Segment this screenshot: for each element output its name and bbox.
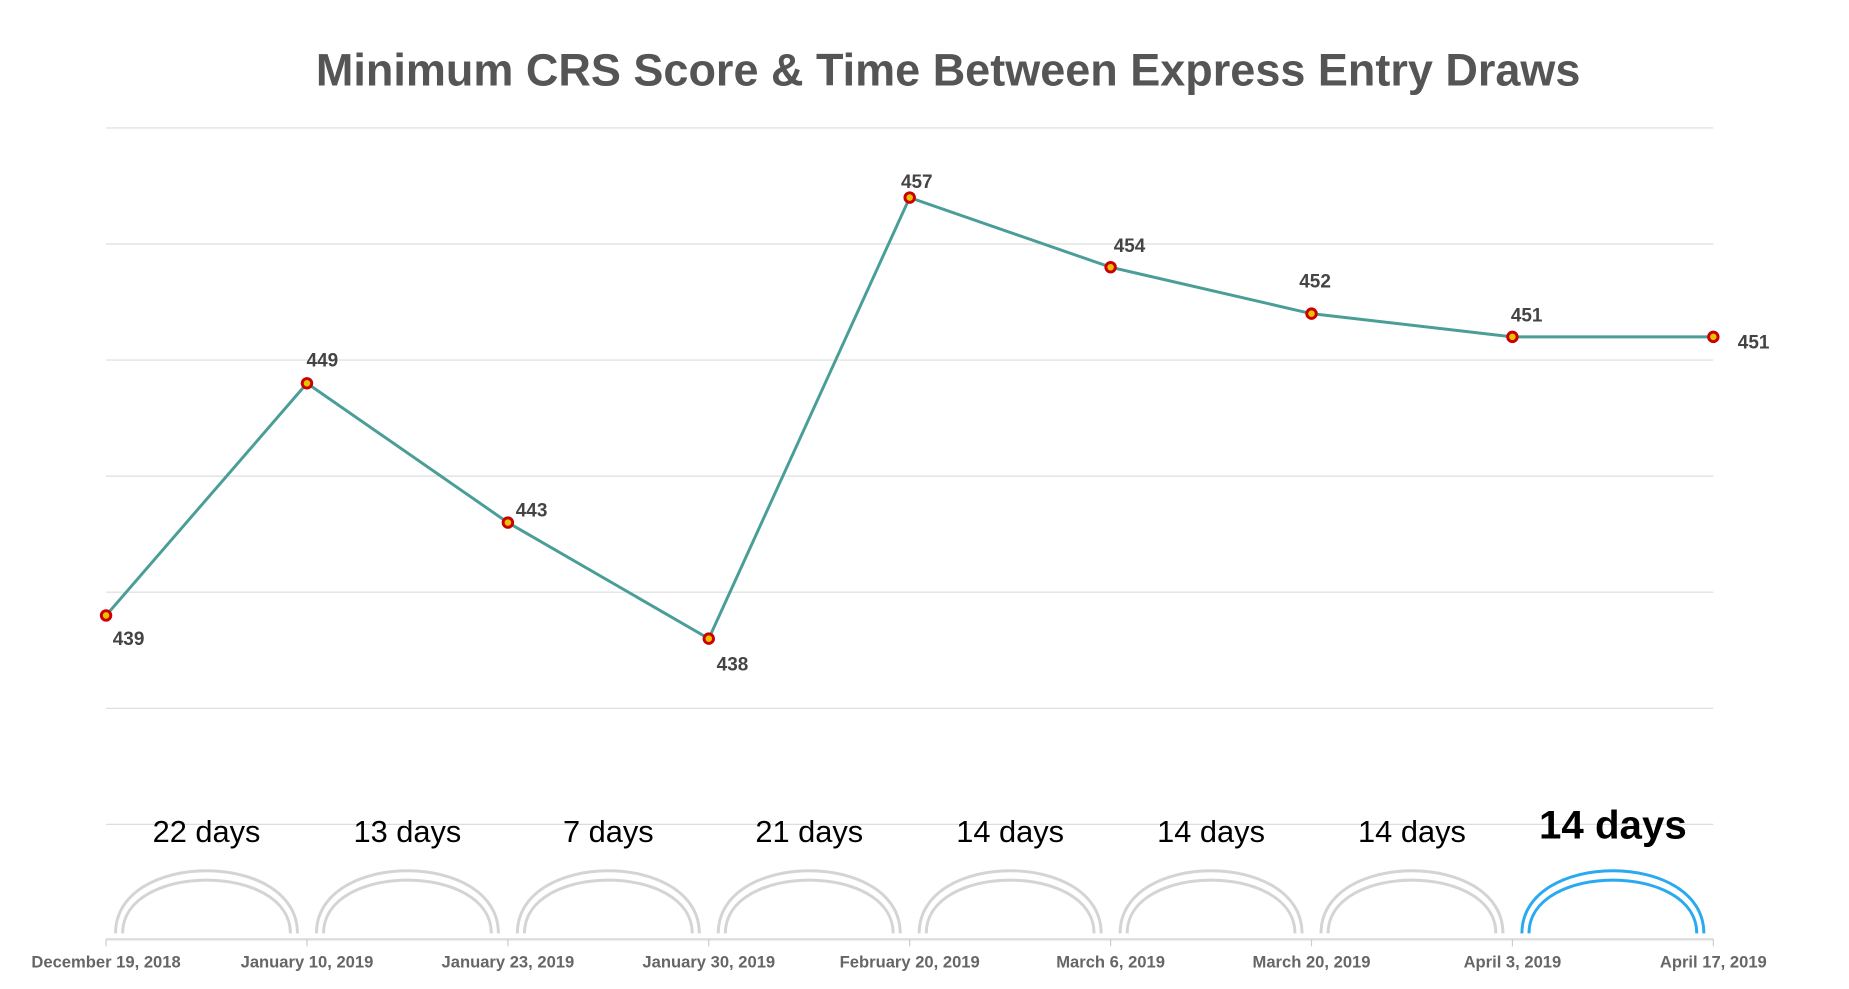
interval-arc	[322, 878, 493, 934]
interval-arc	[723, 878, 895, 934]
interval-arc	[1326, 878, 1498, 934]
data-label: 451	[1511, 305, 1543, 326]
interval-arc	[121, 878, 292, 934]
interval-arc	[1319, 869, 1505, 934]
data-label: 439	[113, 629, 145, 650]
x-tick-label: January 10, 2019	[241, 953, 374, 972]
interval-label: 14 days	[956, 814, 1064, 849]
interval-label: 22 days	[153, 814, 261, 849]
interval-label: 21 days	[755, 814, 863, 849]
highlighted-interval-arc	[1527, 878, 1699, 934]
data-point	[1506, 330, 1519, 344]
x-tick-label: December 19, 2018	[31, 953, 180, 972]
interval-label: 14 days	[1358, 814, 1466, 849]
x-tick-label: April 17, 2019	[1660, 953, 1767, 972]
highlighted-interval-label: 14 days	[1539, 803, 1687, 848]
x-tick-label: February 20, 2019	[840, 953, 980, 972]
chart-title: Minimum CRS Score & Time Between Express…	[316, 44, 1581, 95]
data-label: 454	[1114, 236, 1146, 257]
x-tick-label: April 3, 2019	[1464, 953, 1562, 972]
series-line	[104, 195, 1714, 641]
interval-arc	[924, 878, 1096, 934]
data-point	[300, 377, 314, 390]
data-label: 451	[1738, 333, 1770, 354]
data-label: 438	[717, 655, 749, 676]
interval-arc	[1118, 869, 1304, 934]
interval-label: 7 days	[563, 814, 654, 849]
data-point	[501, 516, 515, 529]
data-point	[702, 632, 716, 645]
data-point	[1707, 330, 1720, 344]
interval-arc	[314, 869, 500, 934]
highlighted-interval-arc	[1520, 869, 1706, 934]
x-tick-label: January 30, 2019	[642, 953, 775, 972]
data-label: 452	[1299, 272, 1331, 293]
interval-arc	[522, 878, 694, 934]
data-point	[903, 191, 916, 204]
x-tick-label: January 23, 2019	[442, 953, 575, 972]
interval-label: 14 days	[1157, 814, 1265, 849]
interval-arc	[1125, 878, 1297, 934]
data-label: 457	[901, 172, 933, 193]
interval-arc	[114, 869, 299, 934]
data-point	[1104, 260, 1117, 274]
x-tick-label: March 20, 2019	[1253, 953, 1371, 972]
interval-arc	[716, 869, 902, 934]
interval-arc	[917, 869, 1103, 934]
x-tick-label: March 6, 2019	[1056, 953, 1165, 972]
data-point	[1305, 307, 1318, 320]
interval-arc	[515, 869, 701, 934]
data-label: 449	[307, 351, 339, 372]
data-label: 443	[516, 501, 548, 522]
interval-label: 13 days	[354, 814, 462, 849]
data-point	[99, 609, 113, 622]
